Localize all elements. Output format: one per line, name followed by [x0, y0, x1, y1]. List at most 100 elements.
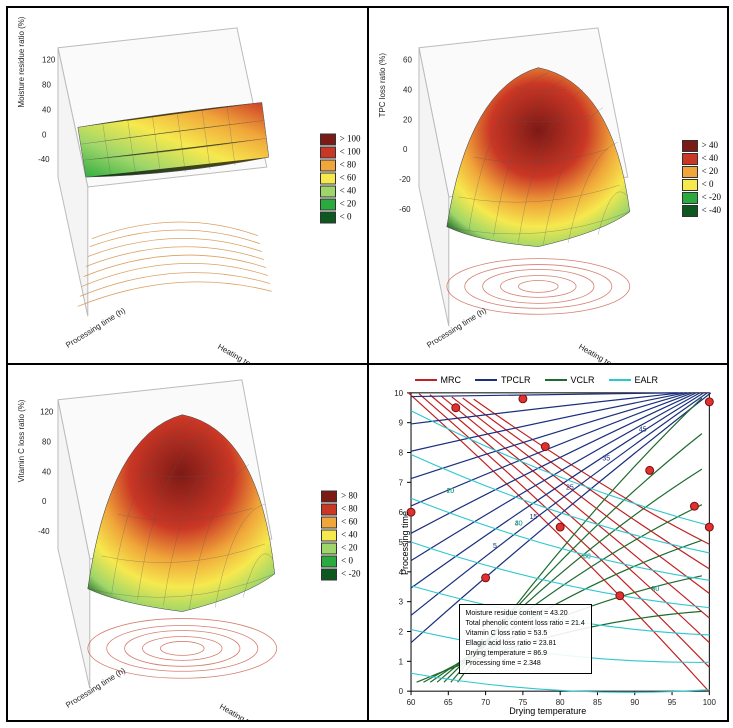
legend-label: < 40	[340, 185, 356, 198]
legend-row: < 80	[321, 503, 360, 516]
design-point	[556, 523, 564, 531]
legend-item-ealr: EALR	[609, 375, 659, 385]
z-axis-label: TPC loss ratio (%)	[378, 53, 387, 118]
legend-row: < 80	[320, 159, 361, 172]
design-point	[705, 398, 713, 406]
legend-swatch	[320, 185, 336, 197]
legend-item-vclr: VCLR	[545, 375, 595, 385]
panel-a: Moisture residue ratio (%) Processing ti…	[7, 7, 368, 364]
x-axis-label: Drying temperature	[509, 706, 586, 716]
svg-text:-40: -40	[38, 527, 50, 536]
legend-text: EALR	[635, 375, 659, 385]
svg-text:60: 60	[403, 56, 412, 65]
legend-row: < -20	[321, 568, 360, 581]
design-point	[645, 466, 653, 474]
svg-text:8: 8	[398, 448, 403, 457]
legend-text: MRC	[441, 375, 462, 385]
legend-swatch	[321, 542, 337, 554]
legend-line	[475, 379, 497, 381]
svg-text:0: 0	[398, 687, 403, 696]
y-axis-label: Heating temperature (°C)	[218, 702, 300, 720]
legend-label: < 60	[341, 516, 357, 529]
svg-text:3: 3	[398, 598, 403, 607]
svg-text:20: 20	[403, 115, 412, 124]
svg-text:-20: -20	[399, 175, 411, 184]
legend-row: < 60	[321, 516, 360, 529]
panel-b: TPC loss ratio (%) Processing time (h) H…	[368, 7, 729, 364]
design-point	[705, 523, 713, 531]
optimum-line: Vitamin C loss ratio = 53.5	[466, 629, 585, 639]
legend-row: > 80	[321, 490, 360, 503]
contour-label: 45	[638, 426, 646, 433]
design-point	[451, 404, 459, 412]
svg-text:0: 0	[403, 145, 408, 154]
svg-text:40: 40	[42, 467, 51, 476]
legend-b: > 40< 40< 20< 0< -20< -40	[682, 139, 721, 217]
legend-item-mrc: MRC	[415, 375, 462, 385]
legend-swatch	[682, 140, 698, 152]
design-point	[541, 443, 549, 451]
y-axis-label: Heating temperature (°C)	[577, 342, 659, 363]
svg-text:85: 85	[593, 698, 602, 707]
legend-label: < 40	[702, 152, 718, 165]
legend-label: < -20	[702, 191, 721, 204]
svg-text:40: 40	[403, 86, 412, 95]
legend-swatch	[682, 205, 698, 217]
legend-label: < 0	[340, 211, 352, 224]
legend-a: > 100< 100< 80< 60< 40< 20< 0	[320, 133, 361, 224]
optimum-line: Drying temperature = 86.9	[466, 649, 585, 659]
svg-text:40: 40	[42, 105, 51, 114]
legend-swatch	[320, 211, 336, 223]
legend-label: < -20	[341, 568, 360, 581]
legend-label: > 40	[702, 139, 718, 152]
legend-text: VCLR	[571, 375, 595, 385]
legend-label: < 100	[340, 146, 361, 159]
legend-label: < 20	[702, 165, 718, 178]
legend-row: < 100	[320, 146, 361, 159]
legend-label: < 60	[340, 172, 356, 185]
svg-text:7: 7	[398, 478, 403, 487]
legend-swatch	[321, 529, 337, 541]
x-axis-label: Processing time (h)	[64, 666, 127, 710]
optimum-line: Processing time = 2.348	[466, 659, 585, 669]
optimum-line: Total phenolic content loss ratio = 21.4	[466, 619, 585, 629]
legend-line	[415, 379, 437, 381]
legend-c: > 80< 80< 60< 40< 20< 0< -20	[321, 490, 360, 581]
x-axis-label: Processing time (h)	[64, 306, 127, 350]
surface-a: Moisture residue ratio (%) Processing ti…	[8, 8, 367, 363]
svg-text:0: 0	[42, 497, 47, 506]
legend-row: < 40	[682, 152, 721, 165]
legend-row: > 100	[320, 133, 361, 146]
legend-swatch	[682, 179, 698, 191]
legend-swatch	[320, 172, 336, 184]
svg-text:9: 9	[398, 419, 403, 428]
z-axis-label: Vitamin C loss ratio (%)	[17, 399, 26, 482]
x-axis-label: Processing time (h)	[425, 306, 488, 350]
svg-text:2: 2	[398, 627, 403, 636]
design-point	[481, 574, 489, 582]
legend-label: > 80	[341, 490, 357, 503]
legend-row: < 40	[321, 529, 360, 542]
contour-label: 30	[514, 521, 522, 528]
optimum-box: Moisture residue content = 43.20Total ph…	[459, 604, 592, 674]
svg-text:90: 90	[630, 698, 639, 707]
legend-item-tpclr: TPCLR	[475, 375, 531, 385]
svg-text:10: 10	[394, 389, 403, 398]
design-point	[690, 502, 698, 510]
svg-text:120: 120	[40, 408, 54, 417]
svg-text:80: 80	[42, 81, 51, 90]
legend-swatch	[682, 153, 698, 165]
svg-text:0: 0	[42, 130, 47, 139]
legend-row: < 0	[682, 178, 721, 191]
legend-swatch	[321, 555, 337, 567]
legend-row: < -20	[682, 191, 721, 204]
legend-line	[545, 379, 567, 381]
legend-row: < 0	[321, 555, 360, 568]
legend-line	[609, 379, 631, 381]
contour-label: 70	[651, 586, 659, 593]
legend-swatch	[321, 568, 337, 580]
legend-row: < 20	[682, 165, 721, 178]
legend-label: < 20	[341, 542, 357, 555]
legend-text: TPCLR	[501, 375, 531, 385]
legend-row: < 60	[320, 172, 361, 185]
